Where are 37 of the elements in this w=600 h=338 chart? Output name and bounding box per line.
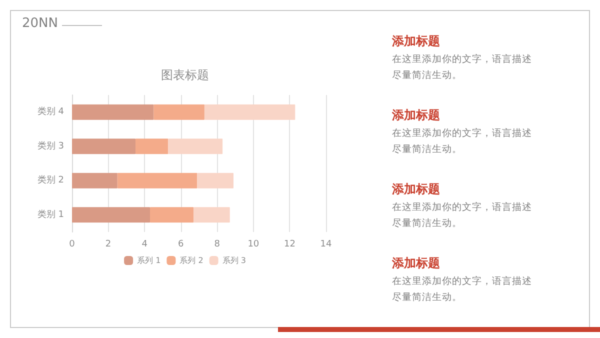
x-tick-label: 6 (178, 240, 184, 250)
y-tick-label: 类别 1 (37, 208, 64, 220)
x-tick-label: 4 (142, 240, 148, 250)
bar (204, 104, 296, 120)
text: 在这里添加你的文字，语言描述尽量简洁生动。 (392, 127, 532, 157)
bar (117, 172, 198, 188)
x-tick-label: 2 (105, 240, 112, 250)
bar (72, 104, 154, 120)
bar (168, 138, 223, 154)
text: 20NN (22, 16, 58, 31)
legend-label: 系列 2 (180, 256, 204, 265)
bar (72, 138, 136, 154)
chart-title: 图表标题 (161, 68, 209, 82)
y-tick-label: 类别 4 (37, 106, 64, 118)
bar (150, 207, 194, 223)
text: 添加标题 (392, 181, 441, 198)
bar (72, 172, 118, 188)
text: 在这里添加你的文字，语言描述尽量简洁生动。 (392, 275, 532, 305)
bar (136, 138, 168, 154)
legend-label: 系列 1 (137, 256, 161, 265)
x-tick-label: 10 (248, 240, 260, 250)
text: 添加标题 (392, 255, 441, 272)
legend-label: 系列 3 (222, 256, 246, 265)
x-tick-label: 0 (69, 240, 76, 250)
y-tick-label: 类别 2 (37, 174, 64, 186)
bar (197, 172, 234, 188)
text: 添加标题 (392, 107, 441, 124)
text: 在这里添加你的文字，语言描述尽量简洁生动。 (392, 201, 532, 231)
y-tick-label: 类别 3 (37, 140, 64, 152)
bar (194, 207, 230, 223)
x-tick-label: 8 (214, 240, 220, 250)
x-tick-label: 12 (284, 240, 296, 250)
x-tick-label: 14 (320, 240, 332, 250)
bar (72, 207, 150, 223)
text: 在这里添加你的文字，语言描述尽量简洁生动。 (392, 53, 532, 83)
bar (154, 104, 204, 120)
text: 添加标题 (392, 33, 441, 50)
